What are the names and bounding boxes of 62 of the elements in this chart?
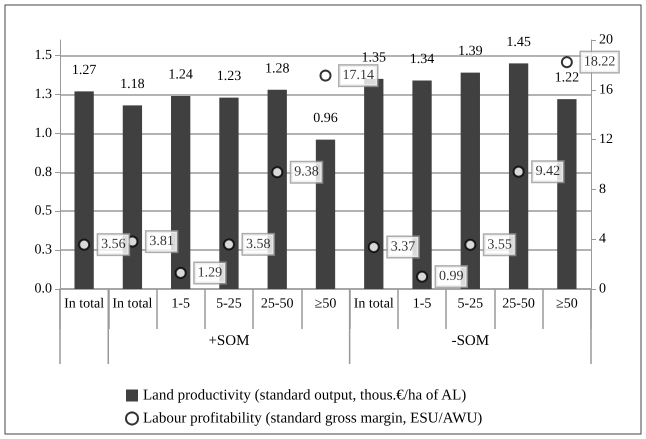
point <box>222 238 235 250</box>
y2-tick-label: 12 <box>599 132 613 148</box>
x-tick-label: 25-50 <box>260 296 294 312</box>
data-label: 1.28 <box>264 61 290 76</box>
text: +SOM <box>208 333 250 349</box>
y-tick-label: 1.0 <box>34 126 52 141</box>
y-tick-label: 0.3 <box>34 242 52 258</box>
y2-tick-label: 16 <box>599 82 613 98</box>
x-tick-label: 1-5 <box>171 296 190 312</box>
point <box>512 166 525 178</box>
text: -SOM <box>452 333 490 349</box>
data-label: 3.37 <box>390 240 416 255</box>
point <box>416 270 428 283</box>
data-label: 0.96 <box>313 111 338 126</box>
data-label: 3.55 <box>487 237 512 252</box>
y-tick-label: 0.0 <box>34 282 52 296</box>
data-label: 9.38 <box>294 164 319 180</box>
data-label: 18.22 <box>584 54 616 70</box>
point <box>368 241 380 254</box>
x-tick-label: In total <box>64 296 104 312</box>
data-label: 0.99 <box>439 269 464 284</box>
data-label: 1.24 <box>168 68 193 83</box>
y2-tick-label: 0 <box>599 282 606 296</box>
legend-label: Land productivity (standard output, thous.€/ha of AL) <box>143 388 466 404</box>
bar <box>171 96 190 289</box>
point <box>560 56 573 68</box>
y-tick-label: 0.8 <box>34 164 52 180</box>
data-label: 1.29 <box>198 265 222 280</box>
data-label: 1.35 <box>362 50 386 66</box>
data-label: 3.58 <box>246 236 270 252</box>
y2-tick-label: 4 <box>599 232 606 247</box>
data-label: 3.56 <box>101 237 126 252</box>
y-tick-label: 1.3 <box>34 86 52 102</box>
data-label: 1.22 <box>554 70 580 86</box>
x-tick-label: 5-25 <box>216 296 242 312</box>
data-label: 1.39 <box>458 44 483 60</box>
x-tick-label: In total <box>354 296 394 312</box>
bar <box>74 91 94 289</box>
x-tick-label: ≥50 <box>556 296 578 312</box>
x-tick-label: 1-5 <box>412 296 432 312</box>
point <box>78 238 90 251</box>
data-label: 9.42 <box>536 164 560 180</box>
data-label: 1.27 <box>72 62 96 78</box>
point <box>271 166 284 178</box>
legend-label: Labour profitability (standard gross margin, ESU/AWU) <box>143 410 482 426</box>
point <box>464 238 476 251</box>
y-tick-label: 0.5 <box>34 204 52 219</box>
x-tick-label: ≥50 <box>314 296 336 312</box>
x-tick-label: 25-50 <box>502 296 535 312</box>
x-tick-label: 5-25 <box>457 296 484 312</box>
x-tick-label: In total <box>112 296 153 312</box>
data-label: 1.34 <box>410 52 434 67</box>
data-label: 3.81 <box>149 234 174 250</box>
point <box>174 266 187 279</box>
y2-tick-label: 20 <box>599 32 613 48</box>
data-label: 17.14 <box>342 68 374 84</box>
data-label: 1.18 <box>120 76 145 92</box>
data-label: 1.23 <box>216 69 242 84</box>
point <box>320 70 332 82</box>
y2-tick-label: 8 <box>599 182 606 197</box>
data-label: 1.45 <box>506 34 531 50</box>
y-tick-label: 1.5 <box>34 48 52 64</box>
